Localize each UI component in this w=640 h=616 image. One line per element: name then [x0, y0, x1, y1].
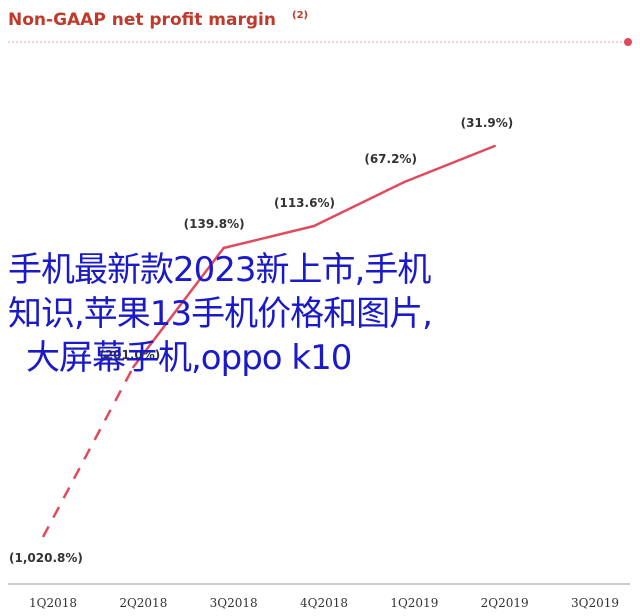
x-tick-label: 3Q2018: [210, 596, 258, 610]
series-line-segment: [132, 246, 225, 369]
chart-title: Non-GAAP net profit margin: [8, 10, 276, 30]
data-label: (113.6%): [274, 196, 335, 210]
x-tick-label: 4Q2018: [300, 596, 348, 610]
data-label: (1,020.8%): [9, 551, 83, 565]
series-line-segment: [403, 144, 496, 184]
watermark-line-2: 知识,苹果13手机价格和图片,: [8, 294, 433, 334]
series-line-dashed: [41, 366, 135, 538]
data-label: (201.0%): [99, 348, 160, 362]
watermark-text: 手机最新款2023新上市,手机 知识,苹果13手机价格和图片, 大屏幕手机,op…: [0, 248, 640, 380]
title-divider-end: [624, 38, 632, 46]
x-tick-label: 3Q2019: [571, 596, 619, 610]
data-label: (139.8%): [184, 217, 245, 231]
watermark-line-1: 手机最新款2023新上市,手机: [8, 250, 431, 290]
chart-title-note: (2): [292, 10, 308, 21]
watermark-line-3: 大屏幕手机,oppo k10: [26, 338, 352, 378]
x-tick-label: 2Q2019: [481, 596, 529, 610]
series-line-segment: [312, 180, 406, 228]
data-label: (67.2%): [364, 152, 417, 166]
x-tick-label: 2Q2018: [119, 596, 167, 610]
x-tick-label: 1Q2018: [29, 596, 77, 610]
x-tick-label: 1Q2019: [390, 596, 438, 610]
series-line-segment: [222, 224, 316, 250]
data-label: (31.9%): [461, 116, 514, 130]
chart-marks: (1,020.8%) (201.0%) (139.8%) (113.6%) (67.2%…: [9, 116, 619, 610]
